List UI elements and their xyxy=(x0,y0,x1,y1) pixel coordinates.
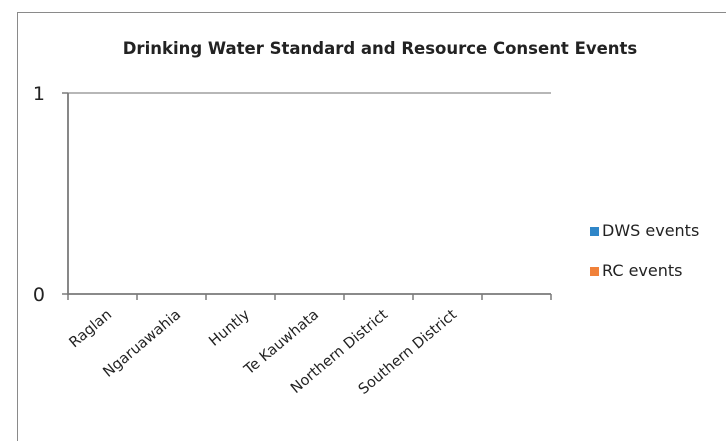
y-tick-label: 1 xyxy=(33,83,45,105)
legend-label: DWS events xyxy=(602,221,699,240)
legend-label: RC events xyxy=(602,261,682,280)
legend-swatch xyxy=(590,267,599,276)
legend-swatch xyxy=(590,227,599,236)
y-tick-label: 0 xyxy=(33,284,45,306)
x-tick-label: Raglan xyxy=(67,307,116,351)
chart-title: Drinking Water Standard and Resource Con… xyxy=(123,39,638,58)
chart-frame xyxy=(17,12,726,441)
legend: DWS events RC events xyxy=(590,221,699,280)
x-tick-label: Huntly xyxy=(206,307,253,350)
